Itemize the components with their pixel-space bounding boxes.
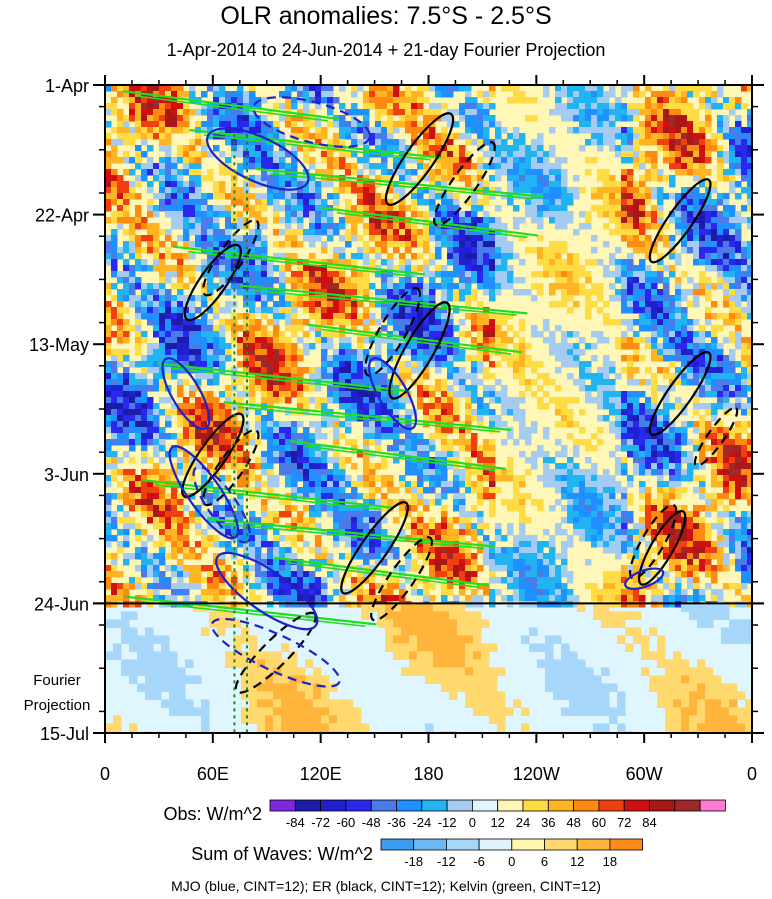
chart-subtitle: 1-Apr-2014 to 24-Jun-2014 + 21-day Fouri… <box>166 40 606 60</box>
colorbar-swatch <box>380 838 415 851</box>
x-tick-label: 120W <box>513 764 560 784</box>
x-tick-label: 60E <box>197 764 229 784</box>
colorbar-swatch <box>269 799 296 812</box>
colorbar-swatch <box>445 838 480 851</box>
colorbar-swatch <box>396 799 423 812</box>
colorbar-level-label: -48 <box>362 815 381 830</box>
projection-label-line1: Fourier <box>33 672 81 689</box>
projection-label-line2: Projection <box>24 697 91 714</box>
colorbar-title: Obs: W/m^2 <box>164 804 262 824</box>
colorbar-swatch <box>511 838 545 851</box>
colorbar-level-label: -12 <box>438 815 457 830</box>
colorbar-level-label: -24 <box>412 815 431 830</box>
y-tick-label: 1-Apr <box>45 76 89 96</box>
colorbar-swatch <box>649 799 676 812</box>
colorbar-level-label: -72 <box>311 815 330 830</box>
colorbar-swatch <box>446 799 473 812</box>
colorbar-swatch <box>598 799 625 812</box>
x-tick-label: 60W <box>626 764 663 784</box>
chart-title: OLR anomalies: 7.5°S - 2.5°S <box>220 2 552 30</box>
colorbar-level-label: 84 <box>642 815 656 830</box>
colorbar-level-label: 12 <box>570 854 584 869</box>
colorbar-level-label: 18 <box>603 854 617 869</box>
colorbar-level-label: -60 <box>337 815 356 830</box>
y-tick-label: 22-Apr <box>35 206 89 226</box>
colorbar-swatch <box>573 799 600 812</box>
colorbar-swatch <box>478 838 513 851</box>
colorbar-swatch <box>471 799 499 812</box>
x-tick-label: 120E <box>300 764 342 784</box>
colorbar-level-label: 24 <box>516 815 530 830</box>
colorbar-swatch <box>320 799 347 812</box>
obs-colorbar: Obs: W/m^2 -84 -72 -60 -48 -36 -24 -12 0 12 24 36 48… <box>164 799 726 830</box>
colorbar-level-label: -84 <box>286 815 305 830</box>
x-tick-label: 0 <box>100 764 110 784</box>
contour-legend-footnote: MJO (blue, CINT=12); ER (black, CINT=12)… <box>171 878 601 894</box>
colorbar-swatch <box>345 799 372 812</box>
colorbar-swatch <box>674 799 701 812</box>
colorbar-level-label: -12 <box>437 854 456 869</box>
x-tick-label: 0 <box>747 764 757 784</box>
colorbar-swatch <box>421 799 448 812</box>
colorbar-title: Sum of Waves: W/m^2 <box>191 844 373 864</box>
colorbar-level-label: 6 <box>541 854 548 869</box>
colorbar-swatch <box>497 799 524 812</box>
colorbar-swatch <box>547 799 574 812</box>
y-tick-label: 24-Jun <box>34 594 89 614</box>
colorbar-swatch <box>544 838 578 851</box>
colorbar-swatch <box>413 838 447 851</box>
colorbar-level-label: 72 <box>617 815 631 830</box>
colorbar-swatch <box>294 799 321 812</box>
y-tick-label: 13-May <box>29 335 89 355</box>
colorbar-level-label: 0 <box>469 815 476 830</box>
colorbar-level-label: 0 <box>508 854 515 869</box>
colorbar-level-label: 12 <box>490 815 504 830</box>
y-tick-label: 3-Jun <box>44 465 89 485</box>
colorbar-level-label: 48 <box>566 815 580 830</box>
colorbar-swatch <box>699 799 726 812</box>
x-axis: 0 60E 120E 180 120W 60W 0 <box>100 75 757 784</box>
colorbar-level-label: -18 <box>404 854 423 869</box>
colorbar-swatch <box>522 799 549 812</box>
colorbar-swatch <box>623 799 650 812</box>
y-tick-label: 15-Jul <box>40 724 89 744</box>
colorbar-level-label: -36 <box>387 815 406 830</box>
y-axis: 1-Apr 22-Apr 13-May 3-Jun 24-Jun 15-Jul Fourie… <box>24 76 764 744</box>
colorbar-level-label: -6 <box>473 854 485 869</box>
colorbar-level-label: 36 <box>541 815 555 830</box>
colorbar-swatch <box>576 838 611 851</box>
x-tick-label: 180 <box>413 764 443 784</box>
colorbar-swatch <box>370 799 397 812</box>
wave-contours <box>122 90 739 733</box>
colorbar-level-label: 60 <box>592 815 606 830</box>
colorbar-swatch <box>609 838 644 851</box>
waves-colorbar: Sum of Waves: W/m^2 -18 -12 -6 0 6 12 18 <box>191 838 644 869</box>
